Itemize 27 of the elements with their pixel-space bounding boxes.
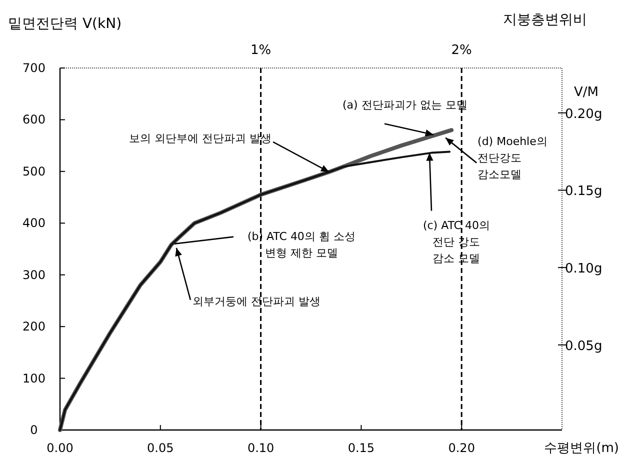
y2-tick-label: 0.15g (565, 184, 602, 200)
x-tick-label: 0.15 (348, 441, 375, 455)
x-tick-label: 0.10 (247, 441, 274, 455)
x2-tick-label: 2% (451, 43, 472, 58)
annotation: 보의 외단부에 전단파괴 발생 (129, 132, 272, 145)
y-tick-label: 400 (22, 216, 46, 230)
y-tick-label: 600 (22, 112, 46, 127)
y-tick-label: 200 (22, 320, 46, 334)
y-tick-label: 500 (22, 164, 46, 178)
y-axis-title: 밑면전단력 V(kN) (8, 16, 122, 32)
x-tick-label: 0.00 (46, 441, 74, 455)
x2-tick-label: 1% (250, 43, 272, 58)
annotation: (c) ATC 40의 전단 강도 감소 모델 (422, 218, 490, 265)
y2-tick-label: 0.20g (565, 106, 602, 122)
y-tick-label: 300 (22, 268, 46, 282)
y2-axis-title: V/M (574, 85, 598, 100)
x-tick-label: 0.20 (448, 441, 475, 455)
y-tick-label: 700 (22, 61, 46, 75)
annotation: 외부거둥에 전단파괴 발생 (192, 294, 320, 308)
y2-tick-label: 0.10g (565, 262, 602, 277)
x2-axis-title: 지붕층변위비 (503, 12, 587, 28)
y-tick-label: 100 (22, 371, 46, 386)
x-tick-label: 0.05 (147, 441, 174, 455)
annotation: (d) Moehle의 전단강도 감소모델 (478, 134, 548, 181)
y-tick-label: 0 (30, 423, 38, 437)
x-axis-title: 수평변위(m) (544, 441, 619, 456)
y2-tick-label: 0.05g (565, 338, 602, 354)
